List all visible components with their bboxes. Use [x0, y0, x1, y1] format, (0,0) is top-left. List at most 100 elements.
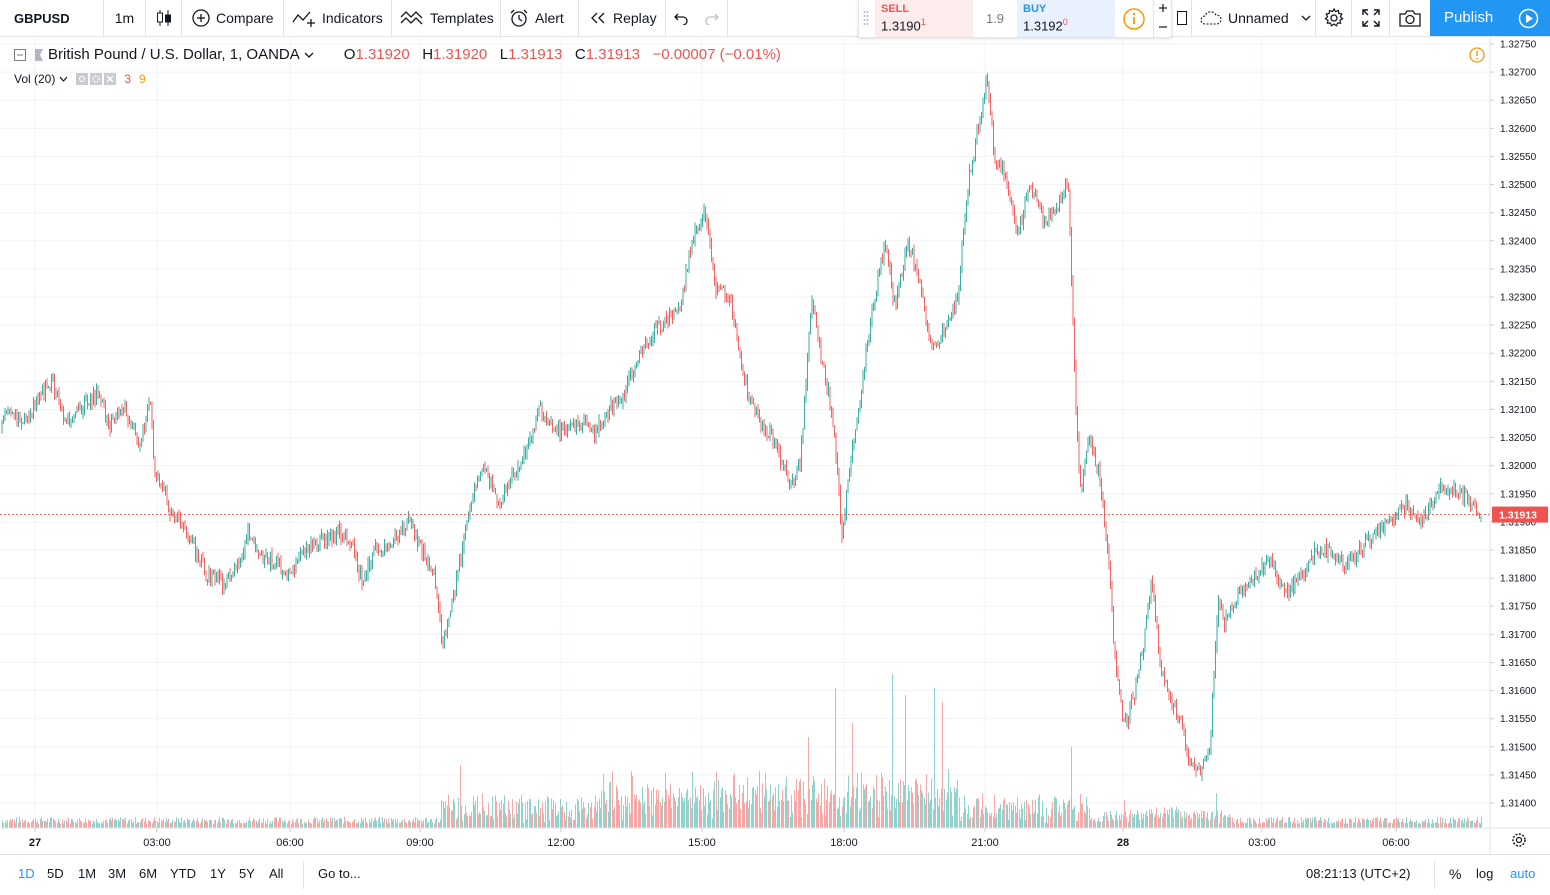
volume-bar — [227, 819, 228, 828]
volume-bar — [1376, 817, 1377, 828]
price-tick-label: 1.31850 — [1500, 546, 1537, 557]
chevron-down-icon[interactable] — [59, 76, 68, 82]
time-tick-label: 09:00 — [406, 837, 434, 849]
volume-bar — [6, 823, 7, 828]
volume-bar — [595, 795, 596, 828]
volume-bar — [890, 810, 891, 828]
settings-button[interactable] — [1316, 0, 1352, 36]
volume-bar — [1039, 794, 1040, 828]
price-chart[interactable]: 1.32750 1.32700 1.32650 1.32600 1.32550 1.325… — [0, 37, 1550, 854]
volume-bar — [142, 817, 143, 828]
range-1m[interactable]: 1M — [78, 866, 97, 881]
clock: 08:21:13 (UTC+2) — [1306, 866, 1411, 881]
volume-bar — [253, 818, 254, 828]
range-3m[interactable]: 3M — [108, 866, 127, 881]
volume-bar — [1024, 801, 1025, 828]
plus-icon[interactable] — [1158, 3, 1168, 13]
volume-bar — [1466, 821, 1467, 828]
range-ytd[interactable]: YTD — [170, 866, 196, 881]
alert-button[interactable]: Alert — [501, 0, 579, 36]
flag-icon[interactable] — [34, 48, 44, 62]
publish-button[interactable]: Publish — [1430, 0, 1550, 36]
chart-settings-gear-icon[interactable] — [1512, 833, 1526, 847]
interval-button[interactable]: 1m — [104, 0, 146, 36]
volume-bar — [1390, 822, 1391, 828]
log-toggle[interactable]: log — [1476, 866, 1494, 881]
templates-button[interactable]: Templates — [392, 0, 501, 36]
drag-handle-icon[interactable] — [863, 10, 869, 26]
volume-bar — [387, 823, 388, 828]
volume-bar — [1108, 820, 1109, 828]
volume-bar — [1043, 815, 1044, 828]
volume-bar — [827, 785, 828, 828]
volume-bar — [456, 819, 457, 828]
replay-button[interactable]: Replay — [579, 0, 666, 36]
volume-bar — [161, 820, 162, 828]
range-5d[interactable]: 5D — [47, 866, 64, 881]
undo-button[interactable] — [666, 0, 696, 36]
volume-bar — [1073, 808, 1074, 828]
volume-bar — [882, 777, 883, 828]
volume-bar — [22, 819, 23, 828]
snapshot-button[interactable] — [1390, 0, 1430, 36]
range-6m[interactable]: 6M — [139, 866, 158, 881]
collapse-legend-icon[interactable] — [14, 48, 26, 61]
warning-icon[interactable] — [1469, 47, 1485, 63]
compare-button[interactable]: Compare — [182, 0, 284, 36]
time-tick-label: 06:00 — [1382, 837, 1410, 849]
volume-bar — [200, 823, 201, 828]
volume-bar — [1035, 799, 1036, 828]
volume-bar — [1468, 818, 1469, 828]
percent-toggle[interactable]: % — [1449, 866, 1462, 882]
indicators-button[interactable]: Indicators — [284, 0, 392, 36]
volume-bar — [404, 818, 405, 828]
quantity-stepper[interactable] — [1153, 0, 1173, 37]
layout-button[interactable] — [1172, 0, 1192, 36]
fullscreen-button[interactable] — [1352, 0, 1390, 36]
volume-bar — [1112, 818, 1113, 828]
volume-bar — [223, 817, 224, 828]
volume-bar — [1111, 814, 1112, 828]
range-all[interactable]: All — [269, 866, 284, 881]
symbol-search-button[interactable]: GBPUSD — [0, 0, 104, 36]
volume-bar — [976, 798, 977, 828]
volume-bar — [1178, 809, 1179, 828]
volume-bar — [328, 821, 329, 828]
chevron-down-icon[interactable] — [304, 52, 314, 58]
auto-toggle[interactable]: auto — [1510, 866, 1536, 881]
info-circle-icon[interactable] — [1123, 8, 1145, 30]
price-tick-label: 1.32600 — [1500, 124, 1537, 135]
redo-button[interactable] — [696, 0, 728, 36]
templates-icon — [400, 11, 423, 25]
chart-type-button[interactable] — [146, 0, 182, 36]
gear-icon[interactable] — [90, 73, 103, 85]
volume-bar — [736, 803, 737, 828]
volume-bar — [837, 808, 838, 828]
volume-bar — [252, 820, 253, 828]
volume-bar — [99, 823, 100, 828]
buy-button[interactable]: BUY 1.31920 — [1017, 0, 1115, 37]
volume-title[interactable]: Vol (20) — [14, 72, 56, 86]
range-1y[interactable]: 1Y — [210, 866, 226, 881]
range-5y[interactable]: 5Y — [239, 866, 255, 881]
go-to-button[interactable]: Go to... — [318, 866, 361, 881]
volume-bar — [341, 818, 342, 828]
volume-bar — [764, 796, 765, 828]
volume-bar — [1427, 822, 1428, 828]
close-icon[interactable] — [104, 73, 117, 85]
minus-icon[interactable] — [1158, 22, 1168, 32]
volume-bar — [643, 804, 644, 828]
eye-icon[interactable] — [76, 73, 89, 85]
volume-bar — [757, 785, 758, 828]
sell-button[interactable]: SELL 1.31901 — [875, 0, 973, 37]
layout-name-dropdown[interactable]: Unnamed — [1192, 0, 1316, 36]
volume-bar — [451, 810, 452, 828]
volume-bar — [809, 789, 810, 828]
range-1d[interactable]: 1D — [18, 866, 35, 881]
series-title[interactable]: British Pound / U.S. Dollar, 1, OANDA — [48, 46, 300, 63]
volume-bar — [1006, 804, 1007, 828]
volume-bar — [243, 822, 244, 828]
volume-bar — [587, 814, 588, 828]
volume-bar — [458, 797, 459, 828]
volume-bar — [375, 817, 376, 828]
